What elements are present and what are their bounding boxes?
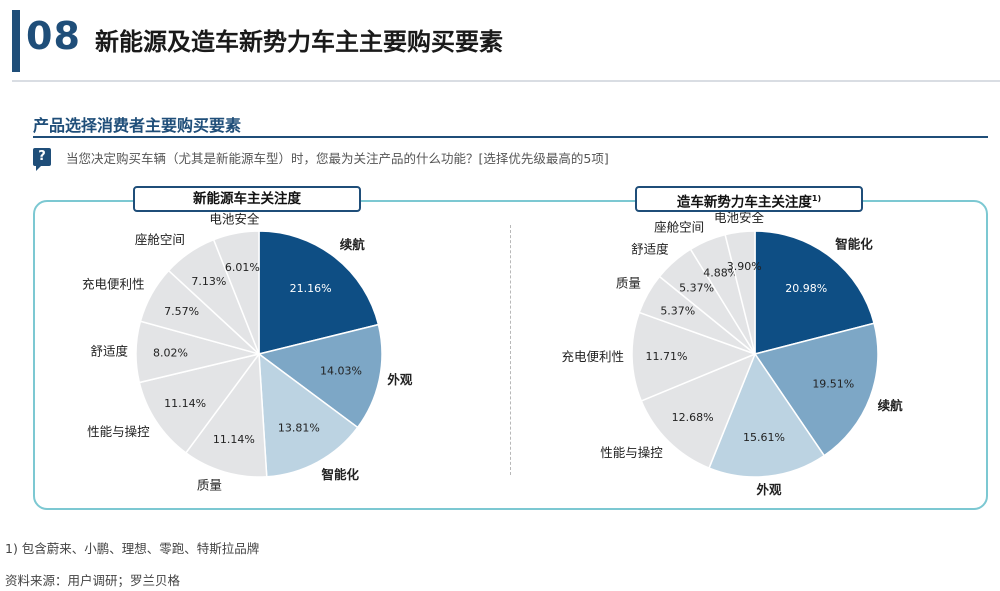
pie-chart-1: 20.98% 智能化 19.51% 续航 15.61% 外观 12.68% 性能与操控 11.7…	[561, 210, 903, 497]
chart-title-new-energy: 新能源车主关注度	[133, 186, 361, 212]
pie-slice-charging	[631, 311, 758, 402]
chart-title-new-forces: 造车新势力车主关注度1)	[635, 186, 863, 212]
value-label-battery-safety: 6.01%	[225, 261, 260, 274]
charts-panel	[33, 200, 988, 510]
category-label-performance: 性能与操控	[87, 424, 150, 439]
source-note: 资料来源：用户调研；罗兰贝格	[5, 573, 181, 588]
pie-slice-performance	[138, 352, 261, 454]
value-label-smart: 13.81%	[278, 422, 320, 435]
value-label-comfort: 5.37%	[679, 281, 714, 294]
pie-slice-quality	[184, 351, 268, 478]
value-label-smart: 20.98%	[785, 282, 827, 295]
pie-slice-smart	[754, 230, 876, 355]
category-label-battery-safety: 电池安全	[714, 210, 765, 225]
pie-slice-battery-safety	[212, 230, 260, 355]
category-label-appearance: 外观	[386, 372, 413, 387]
category-label-charging: 充电便利性	[561, 349, 624, 364]
category-label-range: 续航	[340, 237, 366, 252]
value-label-charging: 7.57%	[164, 305, 199, 318]
category-label-quality: 质量	[197, 478, 222, 493]
value-label-appearance: 14.03%	[320, 365, 362, 378]
page-title: 新能源及造车新势力车主主要购买要素	[95, 28, 503, 56]
value-label-range: 21.16%	[290, 282, 332, 295]
header-divider	[12, 80, 1000, 82]
pie-slice-appearance	[708, 352, 826, 478]
section-title: 产品选择消费者主要购买要素	[33, 116, 242, 135]
category-label-comfort: 舒适度	[90, 344, 128, 359]
category-label-smart: 智能化	[321, 467, 360, 482]
value-label-quality: 5.37%	[660, 305, 695, 318]
pie-slice-appearance	[257, 323, 383, 429]
category-label-smart: 智能化	[834, 236, 873, 251]
value-label-quality: 11.14%	[213, 433, 255, 446]
value-label-cabin-space: 4.88%	[703, 266, 738, 279]
section-number: 08	[26, 14, 81, 58]
survey-question: 当您决定购买车辆（尤其是新能源车型）时，您最为关注产品的什么功能？[选择优先级最…	[66, 151, 609, 166]
header-accent-bar	[12, 10, 20, 72]
pie-slice-smart	[258, 352, 359, 478]
category-label-quality: 质量	[616, 276, 641, 291]
section-underline	[33, 136, 988, 138]
value-label-comfort: 8.02%	[153, 346, 188, 359]
pie-chart-0: 21.16% 续航 14.03% 外观 13.81% 智能化 11.14% 质量 11.14% 性…	[82, 211, 413, 492]
category-label-range: 续航	[878, 398, 904, 413]
category-label-cabin-space: 座舱空间	[135, 232, 185, 247]
question-icon: ?	[33, 148, 51, 171]
category-label-performance: 性能与操控	[600, 445, 663, 460]
value-label-performance: 12.68%	[672, 411, 714, 424]
footnote: 1) 包含蔚来、小鹏、理想、零跑、特斯拉品牌	[5, 541, 260, 556]
pie-slice-range	[753, 322, 879, 457]
pie-slice-performance	[640, 352, 757, 470]
category-label-appearance: 外观	[755, 482, 782, 497]
pie-slice-range	[258, 230, 380, 355]
category-label-comfort: 舒适度	[631, 242, 669, 257]
value-label-performance: 11.14%	[164, 397, 206, 410]
value-label-range: 19.51%	[812, 378, 854, 391]
category-label-battery-safety: 电池安全	[209, 211, 260, 226]
pie-slice-battery-safety	[724, 230, 756, 355]
value-label-charging: 11.71%	[646, 350, 688, 363]
category-label-charging: 充电便利性	[82, 276, 145, 291]
value-label-cabin-space: 7.13%	[191, 275, 226, 288]
chart-divider	[510, 225, 511, 475]
value-label-battery-safety: 3.90%	[727, 260, 762, 273]
value-label-appearance: 15.61%	[743, 431, 785, 444]
category-label-cabin-space: 座舱空间	[654, 219, 704, 234]
